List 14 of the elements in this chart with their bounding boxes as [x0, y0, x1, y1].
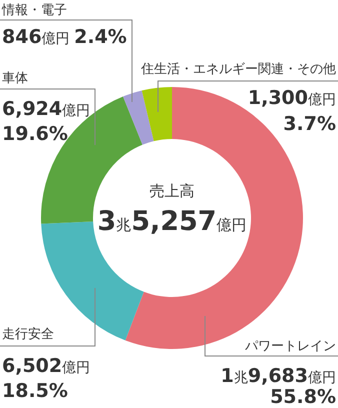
text: 3兆5,257億円	[97, 206, 247, 237]
data-label: 1兆9,683億円 55.8%	[220, 365, 336, 408]
data-label: 846億円 2.4%	[2, 26, 127, 48]
slice-label: 走行安全	[2, 326, 54, 342]
slice-label: 住生活・エネルギー関連・その他	[140, 62, 336, 77]
text: 売上高	[150, 182, 194, 200]
donut-slice	[123, 90, 154, 145]
data-label: 6,502億円 18.5%	[2, 355, 90, 402]
slice-label: 情報・電子	[1, 3, 67, 18]
donut-slice	[142, 87, 172, 142]
slice-label: 車体	[2, 71, 28, 86]
data-label: 1,300億円 3.7%	[248, 87, 336, 135]
data-label: 6,924億円 19.6%	[2, 98, 90, 145]
slice-label: パワートレイン	[244, 339, 336, 354]
